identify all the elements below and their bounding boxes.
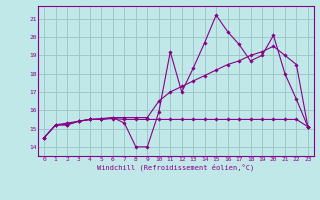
X-axis label: Windchill (Refroidissement éolien,°C): Windchill (Refroidissement éolien,°C) <box>97 164 255 171</box>
